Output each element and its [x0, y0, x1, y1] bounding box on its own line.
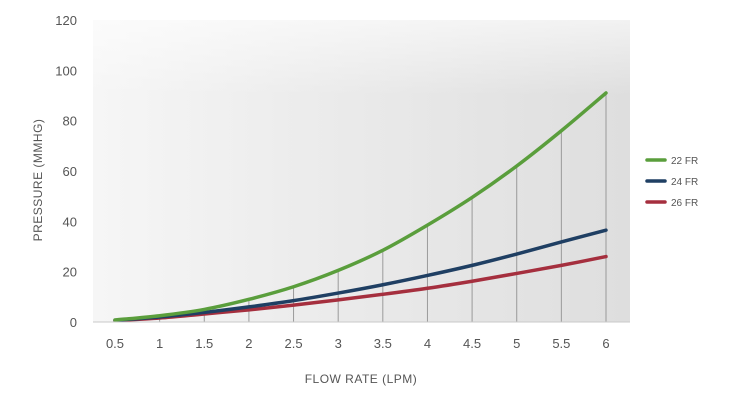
y-axis-title: PRESSURE (MMHG) [31, 119, 45, 242]
y-tick-label: 0 [70, 315, 77, 330]
y-tick-label: 100 [55, 63, 77, 78]
x-tick-label: 5 [513, 336, 520, 351]
y-tick-label: 80 [63, 114, 77, 129]
y-tick-label: 40 [63, 214, 77, 229]
drop-lines [159, 92, 607, 322]
x-tick-label: 3 [335, 336, 342, 351]
y-tick-label: 60 [63, 164, 77, 179]
x-tick-label: 3.5 [374, 336, 392, 351]
plot-background-fade [93, 20, 630, 322]
x-tick-label: 1.5 [195, 336, 213, 351]
x-tick-label: 4.5 [463, 336, 481, 351]
legend-label: 26 FR [671, 198, 698, 209]
y-tick-label: 120 [55, 13, 77, 28]
x-tick-label: 2.5 [285, 336, 303, 351]
series-line-24-fr [113, 228, 608, 322]
series-line-22-fr [113, 91, 608, 322]
legend: 22 FR 24 FR 26 FR [645, 156, 698, 209]
legend-label: 24 FR [671, 177, 698, 188]
x-tick-label: 6 [602, 336, 609, 351]
x-tick-label: 2 [245, 336, 252, 351]
x-axis-title: FLOW RATE (LPM) [305, 372, 418, 386]
legend-label: 22 FR [671, 156, 698, 167]
series-layer [113, 91, 608, 323]
y-tick-label: 20 [63, 265, 77, 280]
y-tick-labels: 0 20 40 60 80 100 120 [55, 13, 77, 330]
x-tick-label: 1 [156, 336, 163, 351]
x-tick-label: 4 [424, 336, 431, 351]
x-tick-labels: 0.5 1 1.5 2 2.5 3 3.5 4 4.5 5 5.5 6 [106, 336, 610, 351]
x-tick-label: 0.5 [106, 336, 124, 351]
x-tick-label: 5.5 [552, 336, 570, 351]
